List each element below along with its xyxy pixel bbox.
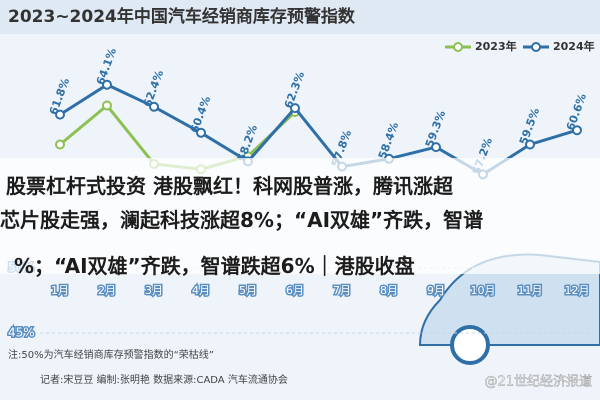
headline-band: [0, 158, 600, 274]
title-bar: [0, 0, 600, 34]
x-tick-label: 12月: [565, 284, 590, 297]
data-label: 62.4%: [141, 68, 166, 108]
headline: 股票杠杆式投资 港股飘红！科网股普涨，腾讯涨超: [6, 174, 453, 198]
point: [431, 142, 441, 153]
x-tick-label: 6月: [286, 284, 304, 297]
point: [55, 139, 65, 150]
data-label: 58.4%: [376, 120, 401, 160]
data-label: 60.6%: [564, 92, 589, 132]
point: [102, 79, 112, 90]
x-tick-label: 10月: [471, 284, 496, 297]
x-tick-label: 1月: [51, 284, 69, 297]
point: [149, 101, 159, 112]
data-label: 60.4%: [188, 94, 213, 134]
legend-marker: [453, 42, 463, 52]
headline: 芯片股走强，澜起科技涨超8%；“AI双雄”齐跌，智谱: [0, 208, 484, 232]
x-tick-label: 2月: [98, 284, 116, 297]
point: [572, 125, 582, 136]
data-label: 59.3%: [423, 109, 448, 149]
point: [55, 109, 65, 120]
x-tick-label: 9月: [427, 284, 445, 297]
x-tick-label: 4月: [192, 284, 210, 297]
point: [290, 103, 300, 114]
data-label: 62.3%: [282, 70, 307, 110]
legend-marker: [531, 42, 541, 52]
chart-title: 2023~2024年中国汽车经销商库存预警指数: [8, 6, 356, 27]
point: [196, 127, 206, 138]
note: 注:50%为汽车经销商库存预警指数的“荣枯线”: [8, 348, 214, 361]
car-wheel: [450, 325, 490, 365]
data-label: 64.1%: [94, 46, 119, 86]
credit: 记者:宋豆豆 编制:张明艳 数据来源:CADA 汽车流通协会: [40, 373, 288, 386]
x-tick-label: 11月: [518, 284, 543, 297]
y-tick-label: 45%: [8, 326, 35, 340]
x-tick-label: 5月: [239, 284, 257, 297]
x-tick-label: 8月: [380, 284, 398, 297]
legend-label: 2024年: [553, 39, 595, 53]
x-tick-label: 3月: [145, 284, 163, 297]
x-tick-label: 7月: [333, 284, 351, 297]
headline: %；“AI双雄”齐跌，智谱跌超6%｜港股收盘: [14, 254, 415, 278]
point: [525, 139, 535, 150]
point: [102, 100, 112, 111]
legend-label: 2023年: [475, 39, 517, 53]
watermark: @21世纪经济报道: [484, 375, 592, 390]
